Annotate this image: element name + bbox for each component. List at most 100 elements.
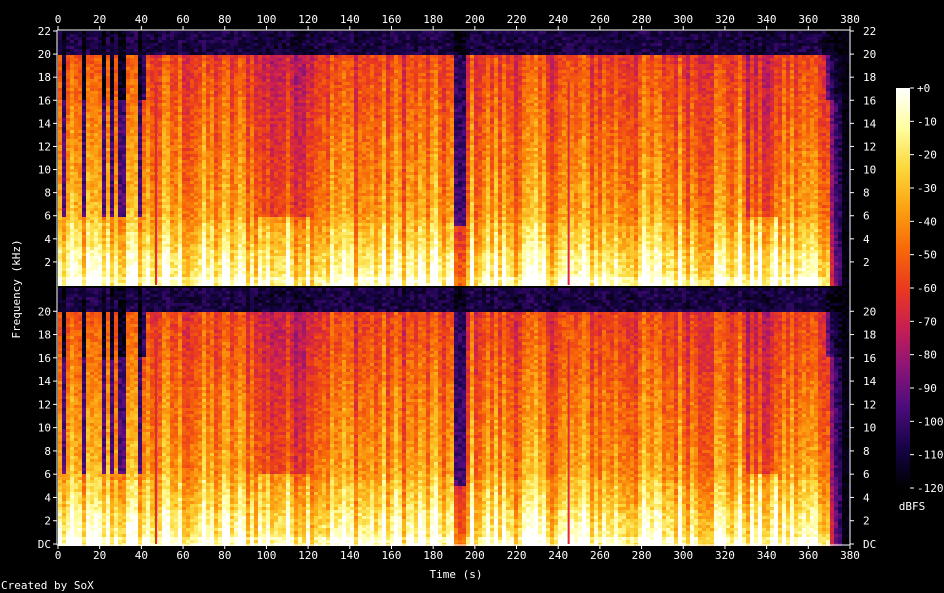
spectrogram-cell	[114, 187, 118, 190]
spectrogram-cell	[150, 178, 154, 181]
spectrogram-cell	[126, 70, 130, 73]
spectrogram-cell	[266, 172, 270, 175]
spectrogram-cell	[98, 118, 102, 121]
spectrogram-cell	[182, 265, 186, 268]
spectrogram-cell	[122, 160, 126, 163]
spectrogram-cell	[222, 229, 226, 232]
spectrogram-cell	[158, 190, 162, 193]
spectrogram-cell	[158, 124, 162, 127]
spectrogram-cell	[222, 199, 226, 202]
spectrogram-cell	[170, 199, 174, 202]
spectrogram-cell	[118, 160, 122, 163]
spectrogram-cell	[114, 274, 118, 277]
spectrogram-cell	[78, 199, 82, 202]
spectrogram-cell	[290, 184, 294, 187]
spectrogram-cell	[230, 88, 234, 91]
spectrogram-cell	[150, 187, 154, 190]
spectrogram-cell	[110, 97, 114, 100]
spectrogram-cell	[130, 196, 134, 199]
spectrogram-cell	[210, 154, 214, 157]
spectrogram-cell	[98, 214, 102, 217]
spectrogram-cell	[150, 181, 154, 184]
spectrogram-cell	[82, 193, 86, 196]
spectrogram-cell	[70, 265, 74, 268]
spectrogram-cell	[258, 64, 262, 67]
spectrogram-cell	[278, 127, 282, 130]
spectrogram-cell	[274, 196, 278, 199]
spectrogram-cell	[78, 181, 82, 184]
spectrogram-cell	[142, 151, 146, 154]
spectrogram-cell	[82, 61, 86, 64]
spectrogram-cell	[234, 139, 238, 142]
spectrogram-cell	[86, 208, 90, 211]
spectrogram-cell	[70, 58, 74, 61]
spectrogram-cell	[134, 250, 138, 253]
spectrogram-cell	[74, 133, 78, 136]
spectrogram-cell	[278, 61, 282, 64]
spectrogram-cell	[58, 88, 62, 91]
spectrogram-cell	[202, 244, 206, 247]
spectrogram-cell	[98, 172, 102, 175]
spectrogram-cell	[126, 37, 130, 40]
spectrogram-cell	[242, 136, 246, 139]
spectrogram-cell	[290, 127, 294, 130]
spectrogram-cell	[178, 139, 182, 142]
spectrogram-cell	[62, 202, 66, 205]
spectrogram-cell	[130, 244, 134, 247]
spectrogram-cell	[130, 277, 134, 280]
spectrogram-cell	[94, 97, 98, 100]
spectrogram-cell	[122, 154, 126, 157]
spectrogram-cell	[178, 79, 182, 82]
spectrogram-cell	[70, 79, 74, 82]
spectrogram-cell	[118, 244, 122, 247]
spectrogram-cell	[282, 76, 286, 79]
spectrogram-cell	[174, 58, 178, 61]
spectrogram-cell	[190, 31, 194, 34]
spectrogram-cell	[290, 118, 294, 121]
spectrogram-cell	[82, 88, 86, 91]
spectrogram-cell	[270, 223, 274, 226]
spectrogram-cell	[194, 34, 198, 37]
spectrogram-cell	[254, 124, 258, 127]
spectrogram-cell	[142, 136, 146, 139]
spectrogram-cell	[130, 265, 134, 268]
spectrogram-cell	[262, 109, 266, 112]
spectrogram-cell	[270, 127, 274, 130]
spectrogram-cell	[98, 226, 102, 229]
spectrogram-cell	[90, 187, 94, 190]
spectrogram-cell	[194, 61, 198, 64]
spectrogram-cell	[226, 163, 230, 166]
spectrogram-cell	[210, 193, 214, 196]
spectrogram-cell	[210, 76, 214, 79]
spectrogram-cell	[114, 31, 118, 34]
spectrogram-cell	[262, 112, 266, 115]
spectrogram-cell	[250, 88, 254, 91]
spectrogram-cell	[154, 37, 158, 40]
spectrogram-cell	[234, 145, 238, 148]
spectrogram-cell	[126, 181, 130, 184]
spectrogram-cell	[210, 121, 214, 124]
spectrogram-cell	[62, 205, 66, 208]
spectrogram-cell	[110, 100, 114, 103]
spectrogram-cell	[62, 196, 66, 199]
spectrogram-cell	[106, 97, 110, 100]
spectrogram-cell	[150, 85, 154, 88]
spectrogram-cell	[182, 181, 186, 184]
spectrogram-cell	[182, 31, 186, 34]
spectrogram-cell	[138, 85, 142, 88]
spectrogram-cell	[138, 40, 142, 43]
spectrogram-cell	[90, 148, 94, 151]
spectrogram-cell	[250, 181, 254, 184]
spectrogram-cell	[234, 235, 238, 238]
spectrogram-cell	[114, 142, 118, 145]
spectrogram-cell	[98, 205, 102, 208]
spectrogram-cell	[126, 58, 130, 61]
spectrogram-cell	[202, 223, 206, 226]
spectrogram-cell	[278, 121, 282, 124]
spectrogram-cell	[138, 265, 142, 268]
spectrogram-cell	[242, 121, 246, 124]
spectrogram-cell	[190, 184, 194, 187]
spectrogram-cell	[86, 118, 90, 121]
spectrogram-cell	[150, 211, 154, 214]
spectrogram-cell	[174, 184, 178, 187]
